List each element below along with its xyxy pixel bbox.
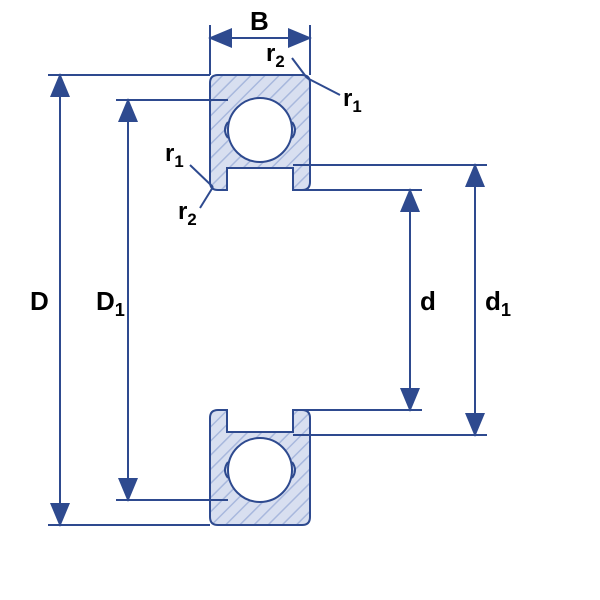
bearing-diagram: B D D1 d d1 r1 r1 r2 r2 xyxy=(0,0,600,600)
label-D1: D1 xyxy=(96,286,125,321)
label-r1-tr: r1 xyxy=(343,85,362,117)
label-r2-tr: r2 xyxy=(266,40,285,72)
top-section xyxy=(210,75,310,190)
dim-r1-top xyxy=(307,78,340,95)
bottom-section xyxy=(210,410,310,525)
label-r2-bl: r2 xyxy=(178,198,197,230)
dim-d1 xyxy=(293,165,487,435)
label-d: d xyxy=(420,286,436,317)
label-r1-bl: r1 xyxy=(165,140,184,172)
dim-r2-left xyxy=(200,187,213,208)
dim-d xyxy=(293,190,422,410)
label-d1: d1 xyxy=(485,286,511,321)
label-D: D xyxy=(30,286,49,317)
label-B: B xyxy=(250,6,269,37)
